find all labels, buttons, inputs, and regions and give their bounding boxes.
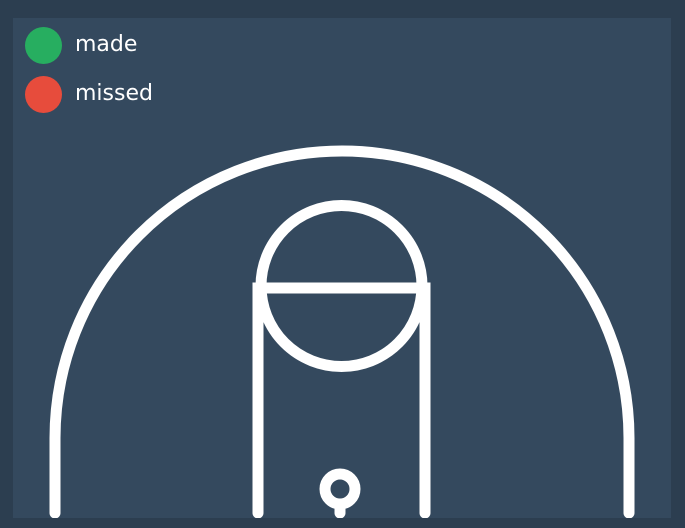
legend-label-missed: missed	[75, 81, 153, 106]
free-throw-circle	[255, 200, 428, 372]
missed-marker-icon	[25, 76, 62, 113]
legend-label-made: made	[75, 32, 138, 57]
three-point-arc	[49, 145, 635, 518]
court-lines	[49, 145, 635, 518]
paint-lane	[252, 282, 431, 518]
basketball-half-court[interactable]: made missed	[13, 18, 671, 518]
made-marker-icon	[25, 27, 62, 64]
